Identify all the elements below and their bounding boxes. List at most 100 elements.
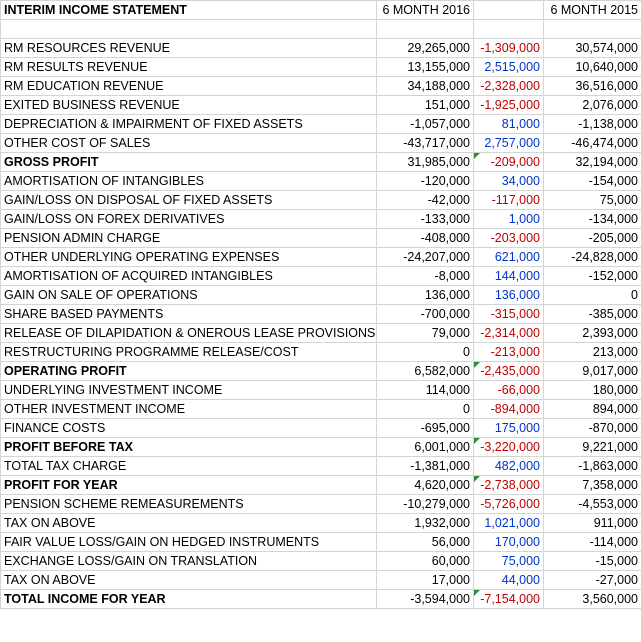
- blank-cell[interactable]: [0, 19, 377, 39]
- change-cell[interactable]: 144,000: [473, 266, 544, 286]
- value-2015-cell[interactable]: 9,221,000: [543, 437, 641, 457]
- row-label-cell[interactable]: RM RESULTS REVENUE: [0, 57, 377, 77]
- value-2015-cell[interactable]: -27,000: [543, 570, 641, 590]
- value-2016-cell[interactable]: -24,207,000: [376, 247, 474, 267]
- value-2015-cell[interactable]: -385,000: [543, 304, 641, 324]
- value-2015-cell[interactable]: 180,000: [543, 380, 641, 400]
- row-label-cell[interactable]: AMORTISATION OF INTANGIBLES: [0, 171, 377, 191]
- value-2016-cell[interactable]: 0: [376, 399, 474, 419]
- value-2016-cell[interactable]: 136,000: [376, 285, 474, 305]
- change-cell[interactable]: -1,925,000: [473, 95, 544, 115]
- change-cell[interactable]: -894,000: [473, 399, 544, 419]
- value-2016-cell[interactable]: 6,001,000: [376, 437, 474, 457]
- value-2015-cell[interactable]: -152,000: [543, 266, 641, 286]
- value-2015-cell[interactable]: 3,560,000: [543, 589, 641, 609]
- row-label-cell[interactable]: PENSION ADMIN CHARGE: [0, 228, 377, 248]
- change-cell[interactable]: 2,515,000: [473, 57, 544, 77]
- value-2016-cell[interactable]: -43,717,000: [376, 133, 474, 153]
- value-2015-cell[interactable]: 7,358,000: [543, 475, 641, 495]
- value-2015-cell[interactable]: 75,000: [543, 190, 641, 210]
- change-cell[interactable]: 2,757,000: [473, 133, 544, 153]
- column-header-change[interactable]: [473, 0, 544, 20]
- row-label-cell[interactable]: AMORTISATION OF ACQUIRED INTANGIBLES: [0, 266, 377, 286]
- value-2016-cell[interactable]: -42,000: [376, 190, 474, 210]
- value-2015-cell[interactable]: -4,553,000: [543, 494, 641, 514]
- value-2016-cell[interactable]: 60,000: [376, 551, 474, 571]
- change-cell[interactable]: 170,000: [473, 532, 544, 552]
- value-2016-cell[interactable]: 56,000: [376, 532, 474, 552]
- change-cell[interactable]: 621,000: [473, 247, 544, 267]
- value-2016-cell[interactable]: 0: [376, 342, 474, 362]
- change-cell[interactable]: 1,021,000: [473, 513, 544, 533]
- statement-title[interactable]: INTERIM INCOME STATEMENT: [0, 0, 377, 20]
- change-cell[interactable]: -5,726,000: [473, 494, 544, 514]
- row-label-cell[interactable]: OTHER COST OF SALES: [0, 133, 377, 153]
- change-cell[interactable]: -117,000: [473, 190, 544, 210]
- value-2015-cell[interactable]: 9,017,000: [543, 361, 641, 381]
- row-label-cell[interactable]: TAX ON ABOVE: [0, 513, 377, 533]
- value-2015-cell[interactable]: 2,393,000: [543, 323, 641, 343]
- change-cell[interactable]: -2,328,000: [473, 76, 544, 96]
- row-label-cell[interactable]: RM EDUCATION REVENUE: [0, 76, 377, 96]
- row-label-cell[interactable]: FAIR VALUE LOSS/GAIN ON HEDGED INSTRUMEN…: [0, 532, 377, 552]
- change-cell[interactable]: 81,000: [473, 114, 544, 134]
- column-header-2015[interactable]: 6 MONTH 2015: [543, 0, 641, 20]
- row-label-cell[interactable]: RESTRUCTURING PROGRAMME RELEASE/COST: [0, 342, 377, 362]
- value-2015-cell[interactable]: -24,828,000: [543, 247, 641, 267]
- value-2015-cell[interactable]: -114,000: [543, 532, 641, 552]
- value-2015-cell[interactable]: 911,000: [543, 513, 641, 533]
- value-2015-cell[interactable]: 30,574,000: [543, 38, 641, 58]
- row-label-cell[interactable]: UNDERLYING INVESTMENT INCOME: [0, 380, 377, 400]
- row-label-cell[interactable]: GAIN/LOSS ON DISPOSAL OF FIXED ASSETS: [0, 190, 377, 210]
- change-cell[interactable]: -209,000: [473, 152, 544, 172]
- change-cell[interactable]: -2,738,000: [473, 475, 544, 495]
- value-2015-cell[interactable]: -205,000: [543, 228, 641, 248]
- value-2016-cell[interactable]: -120,000: [376, 171, 474, 191]
- value-2015-cell[interactable]: 0: [543, 285, 641, 305]
- value-2016-cell[interactable]: -133,000: [376, 209, 474, 229]
- change-cell[interactable]: -2,314,000: [473, 323, 544, 343]
- value-2016-cell[interactable]: -1,057,000: [376, 114, 474, 134]
- change-cell[interactable]: 1,000: [473, 209, 544, 229]
- change-cell[interactable]: 34,000: [473, 171, 544, 191]
- change-cell[interactable]: -315,000: [473, 304, 544, 324]
- value-2015-cell[interactable]: -46,474,000: [543, 133, 641, 153]
- value-2016-cell[interactable]: 13,155,000: [376, 57, 474, 77]
- blank-cell[interactable]: [473, 19, 544, 39]
- blank-cell[interactable]: [376, 19, 474, 39]
- row-label-cell[interactable]: OTHER UNDERLYING OPERATING EXPENSES: [0, 247, 377, 267]
- value-2016-cell[interactable]: -700,000: [376, 304, 474, 324]
- value-2016-cell[interactable]: 6,582,000: [376, 361, 474, 381]
- value-2016-cell[interactable]: -8,000: [376, 266, 474, 286]
- value-2016-cell[interactable]: 34,188,000: [376, 76, 474, 96]
- value-2016-cell[interactable]: 79,000: [376, 323, 474, 343]
- row-label-cell[interactable]: PROFIT BEFORE TAX: [0, 437, 377, 457]
- change-cell[interactable]: -203,000: [473, 228, 544, 248]
- row-label-cell[interactable]: DEPRECIATION & IMPAIRMENT OF FIXED ASSET…: [0, 114, 377, 134]
- change-cell[interactable]: -66,000: [473, 380, 544, 400]
- row-label-cell[interactable]: GAIN/LOSS ON FOREX DERIVATIVES: [0, 209, 377, 229]
- value-2016-cell[interactable]: -408,000: [376, 228, 474, 248]
- change-cell[interactable]: 44,000: [473, 570, 544, 590]
- row-label-cell[interactable]: GROSS PROFIT: [0, 152, 377, 172]
- value-2016-cell[interactable]: -695,000: [376, 418, 474, 438]
- value-2015-cell[interactable]: -134,000: [543, 209, 641, 229]
- row-label-cell[interactable]: OTHER INVESTMENT INCOME: [0, 399, 377, 419]
- value-2016-cell[interactable]: 31,985,000: [376, 152, 474, 172]
- value-2016-cell[interactable]: 151,000: [376, 95, 474, 115]
- row-label-cell[interactable]: TAX ON ABOVE: [0, 570, 377, 590]
- value-2015-cell[interactable]: 213,000: [543, 342, 641, 362]
- value-2016-cell[interactable]: 4,620,000: [376, 475, 474, 495]
- value-2015-cell[interactable]: -1,138,000: [543, 114, 641, 134]
- change-cell[interactable]: -213,000: [473, 342, 544, 362]
- value-2016-cell[interactable]: 17,000: [376, 570, 474, 590]
- change-cell[interactable]: 175,000: [473, 418, 544, 438]
- row-label-cell[interactable]: FINANCE COSTS: [0, 418, 377, 438]
- value-2015-cell[interactable]: 10,640,000: [543, 57, 641, 77]
- change-cell[interactable]: 136,000: [473, 285, 544, 305]
- row-label-cell[interactable]: OPERATING PROFIT: [0, 361, 377, 381]
- change-cell[interactable]: -2,435,000: [473, 361, 544, 381]
- row-label-cell[interactable]: PENSION SCHEME REMEASUREMENTS: [0, 494, 377, 514]
- change-cell[interactable]: -3,220,000: [473, 437, 544, 457]
- value-2015-cell[interactable]: -154,000: [543, 171, 641, 191]
